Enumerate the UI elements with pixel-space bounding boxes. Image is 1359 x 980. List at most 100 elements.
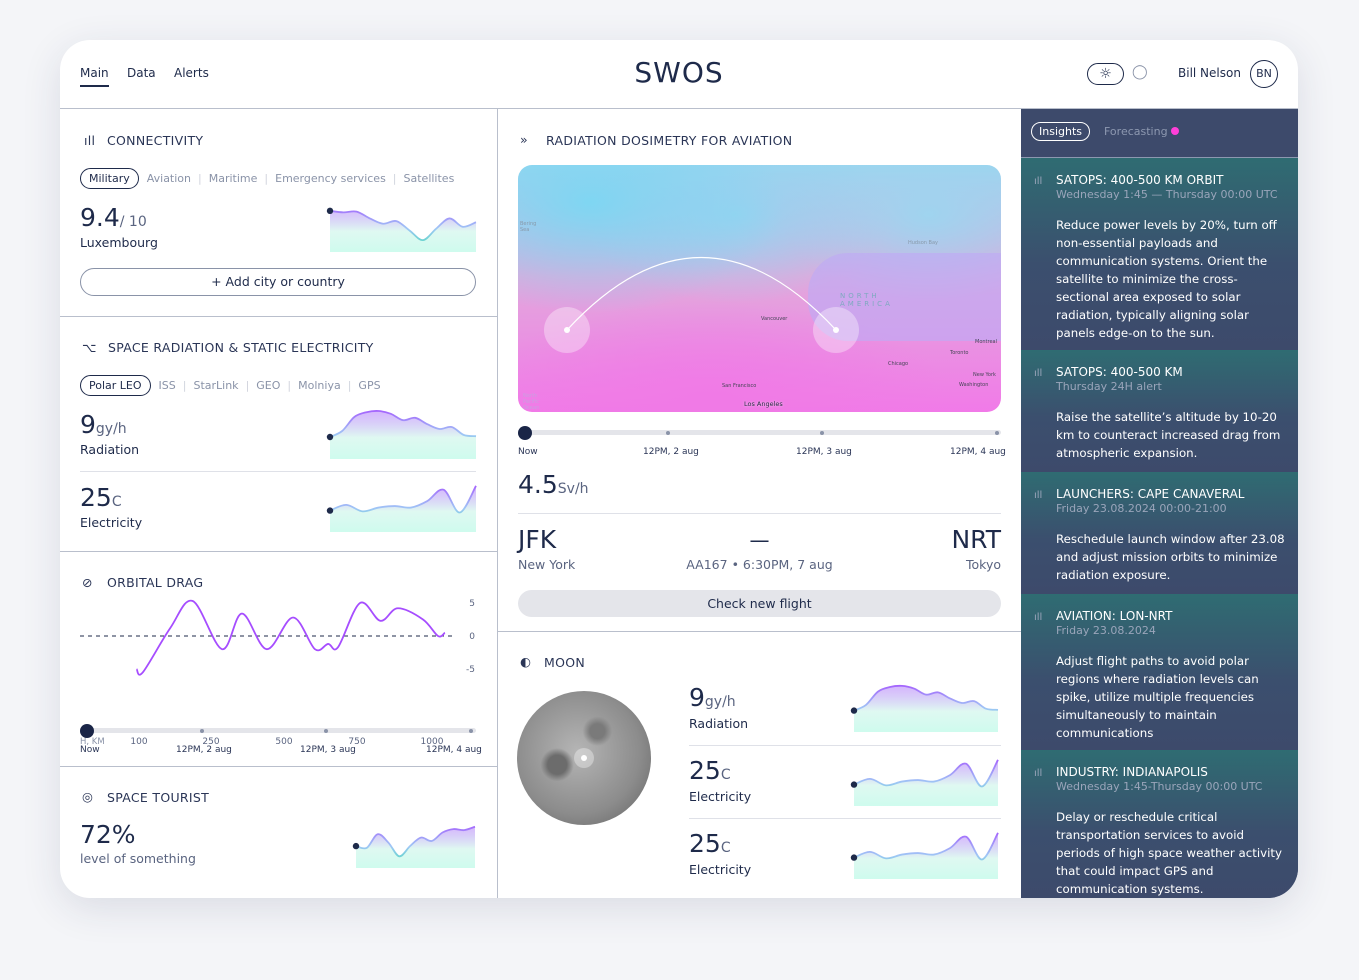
signal-icon: ıll [1034, 368, 1043, 379]
divider [518, 513, 1001, 514]
divider [498, 631, 1021, 632]
divider [497, 109, 498, 898]
connectivity-location: Luxembourg [80, 235, 158, 250]
timeline-label: Now [80, 745, 100, 755]
sparkline-line [853, 832, 999, 861]
sun-icon[interactable]: ☼ [1087, 63, 1124, 85]
moon-icon: ◐ [520, 654, 532, 669]
nav-data[interactable]: Data [127, 66, 156, 80]
flight-info: AA167 • 6:30PM, 7 aug [686, 557, 833, 572]
plus-icon: + [211, 274, 226, 289]
connectivity-unit: / 10 [119, 214, 147, 230]
flight-path [544, 257, 859, 353]
divider [60, 316, 497, 317]
tab-molniya[interactable]: Molniya [298, 379, 341, 392]
map-label: Montreal [975, 339, 997, 345]
insight-text: Reduce power levels by 20%, turn off non… [1056, 218, 1277, 340]
sparkline-area [356, 826, 475, 868]
signal-icon: ıll [1034, 768, 1043, 779]
drag-timeline-slider[interactable] [80, 723, 476, 738]
header: Main Data Alerts SWOS ☼ ◯ Bill Nelson BN [60, 40, 1298, 109]
tab-aviation[interactable]: Aviation [146, 172, 192, 185]
insight-card[interactable]: ıll LAUNCHERS: CAPE CANAVERAL Friday 23.08… [1021, 472, 1298, 594]
sparkline-start-dot [850, 707, 858, 714]
add-city-button[interactable]: + Add city or country [80, 268, 476, 296]
satellite-icon: ⌥ [82, 340, 97, 355]
tab-iss[interactable]: ISS [158, 379, 176, 392]
nav-alerts[interactable]: Alerts [174, 66, 209, 80]
moon-radiation-sparkline [850, 684, 999, 732]
tab-forecasting-label: Forecasting [1104, 125, 1168, 138]
signal-icon: ıll [1034, 490, 1043, 501]
tab-emergency[interactable]: Emergency services [275, 172, 386, 185]
timeline-label: Now [518, 447, 538, 457]
tab-forecasting[interactable]: Forecasting [1104, 125, 1180, 138]
insight-card[interactable]: ıll SATOPS: 400-500 KM ORBIT Wednesday 1:4… [1021, 158, 1298, 350]
x-tick-label: 1000 [421, 737, 444, 747]
electricity-unit: C [111, 494, 122, 510]
moon-electricity-label: Electricity [689, 789, 752, 804]
insight-card[interactable]: ıll AVIATION: LON-NRT Friday 23.08.2024 Adj… [1021, 594, 1298, 750]
moon-radiation-value: 9 [689, 683, 705, 712]
fast-forward-icon: » [520, 132, 528, 147]
user-name[interactable]: Bill Nelson [1178, 66, 1241, 80]
tourist-value: 72% [80, 820, 136, 849]
destination-code: NRT [951, 525, 1001, 554]
tab-geo[interactable]: GEO [256, 379, 281, 392]
connectivity-sparkline [326, 207, 477, 252]
x-axis-label: H, KM [80, 737, 105, 747]
dosimetry-title: RADIATION DOSIMETRY FOR AVIATION [546, 133, 793, 148]
tab-insights[interactable]: Insights [1031, 122, 1091, 141]
tab-military[interactable]: Military [80, 168, 139, 189]
sparkline-area [330, 485, 476, 532]
avatar[interactable]: BN [1250, 60, 1278, 88]
divider [80, 471, 476, 472]
insight-title: INDUSTRY: INDIANAPOLIS [1056, 765, 1208, 779]
y-tick-label: 0 [469, 632, 475, 642]
timeline-label: 12PM, 2 aug [643, 447, 699, 457]
insight-text: Delay or reschedule critical transportat… [1056, 810, 1283, 896]
sparkline-area [854, 832, 998, 879]
moon-image [517, 691, 651, 825]
check-flight-button[interactable]: Check new flight [518, 590, 1001, 617]
notification-dot [1171, 127, 1180, 135]
moon-electricity-value: 25 [689, 756, 721, 785]
orbit-tabs: Polar LEO ISS | StarLink | GEO | Molniya | G… [80, 375, 381, 396]
timeline-label: 12PM, 3 aug [796, 447, 852, 457]
timeline-handle[interactable] [518, 425, 532, 440]
sparkline-area [854, 685, 998, 732]
moon-icon[interactable]: ◯ [1132, 64, 1148, 80]
timeline-label: 12PM, 3 aug [300, 745, 356, 755]
map-label: San Francisco [722, 383, 757, 389]
map-label: Vancouver [761, 316, 788, 322]
origin-city: New York [518, 557, 576, 572]
sparkline-start-dot [326, 207, 334, 215]
insight-time: Wednesday 1:45-Thursday 00:00 UTC [1056, 780, 1263, 793]
divider [689, 745, 1001, 746]
tab-maritime[interactable]: Maritime [208, 172, 258, 185]
tourist-sparkline [352, 825, 476, 868]
insight-card[interactable]: ıll SATOPS: 400-500 KM Thursday 24H alert R… [1021, 350, 1298, 472]
tab-satellites[interactable]: Satellites [403, 172, 455, 185]
tab-starlink[interactable]: StarLink [193, 379, 239, 392]
add-city-label: Add city or country [225, 274, 345, 289]
dashboard: Main Data Alerts SWOS ☼ ◯ Bill Nelson BN… [60, 40, 1298, 898]
radiation-map[interactable]: Vancouver San Francisco Los Angeles Chic… [518, 165, 1001, 412]
insight-text: Raise the satellite’s altitude by 10-20 … [1056, 410, 1281, 460]
sparkline-line [329, 485, 477, 514]
insight-card[interactable]: ıll INDUSTRY: INDIANAPOLIS Wednesday 1:45-… [1021, 750, 1298, 898]
divider [60, 766, 497, 767]
space-radiation-title: SPACE RADIATION & STATIC ELECTRICITY [108, 340, 374, 355]
timeline-tick [995, 430, 999, 435]
nav-main[interactable]: Main [80, 66, 109, 87]
moon-title: MOON [544, 655, 586, 670]
route-dash: — [749, 528, 770, 552]
moon-electricity-unit: C [720, 767, 731, 783]
destination-city: Tokyo [966, 557, 1001, 572]
x-tick-label: 250 [202, 737, 219, 747]
dosimetry-timeline-slider[interactable] [518, 425, 1001, 440]
timeline-handle[interactable] [80, 723, 94, 738]
tab-polar-leo[interactable]: Polar LEO [80, 375, 151, 396]
tab-gps[interactable]: GPS [358, 379, 381, 392]
map-label: Washington [959, 382, 989, 388]
